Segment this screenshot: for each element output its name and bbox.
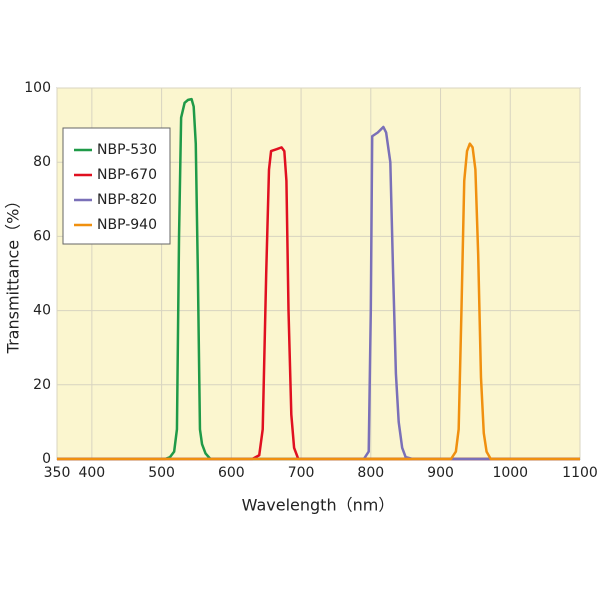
x-axis-label: Wavelength（nm） [242, 496, 395, 515]
y-tick-label: 80 [33, 154, 51, 170]
series-line [57, 97, 580, 461]
y-tick-label: 60 [33, 228, 51, 244]
x-tick-label: 1000 [492, 465, 528, 481]
y-tick-label: 40 [33, 303, 51, 319]
y-axis-label: Transmittance（%） [4, 193, 23, 355]
series-line [57, 146, 580, 461]
legend-label: NBP-530 [97, 142, 157, 158]
x-tick-label: 800 [357, 465, 384, 481]
legend-label: NBP-940 [97, 217, 157, 233]
x-tick-label: 500 [148, 465, 175, 481]
x-tick-label: 350 [44, 465, 71, 481]
y-tick-label: 0 [42, 451, 51, 467]
legend-label: NBP-820 [97, 192, 157, 208]
y-tick-label: 20 [33, 377, 51, 393]
y-tick-label: 100 [24, 80, 51, 96]
legend-label: NBP-670 [97, 167, 157, 183]
x-tick-label: 400 [78, 465, 105, 481]
x-tick-label: 700 [288, 465, 315, 481]
series-line [57, 125, 580, 461]
series-line [57, 142, 580, 461]
x-tick-label: 600 [218, 465, 245, 481]
x-tick-label: 900 [427, 465, 454, 481]
x-tick-label: 1100 [562, 465, 598, 481]
